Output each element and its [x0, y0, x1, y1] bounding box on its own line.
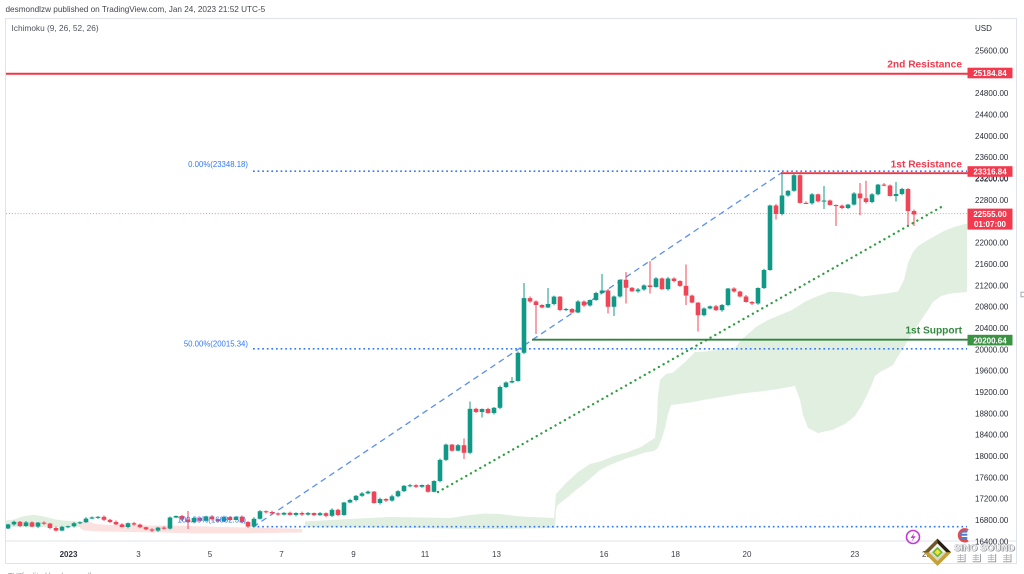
svg-text:USD: USD — [975, 24, 992, 33]
svg-text:SINO SOUND: SINO SOUND — [954, 543, 1015, 554]
svg-text:24000.00: 24000.00 — [975, 132, 1009, 141]
svg-text:20200.64: 20200.64 — [973, 336, 1007, 345]
svg-text:16800.00: 16800.00 — [975, 516, 1009, 525]
svg-text:13: 13 — [492, 550, 501, 559]
svg-text:5: 5 — [208, 550, 213, 559]
svg-text:17600.00: 17600.00 — [975, 473, 1009, 482]
svg-text:24800.00: 24800.00 — [975, 89, 1009, 98]
svg-text:23: 23 — [850, 550, 859, 559]
svg-text:24400.00: 24400.00 — [975, 111, 1009, 120]
svg-text:18800.00: 18800.00 — [975, 409, 1009, 418]
svg-text:01:07:00: 01:07:00 — [974, 220, 1007, 229]
svg-text:21600.00: 21600.00 — [975, 260, 1009, 269]
svg-text:18000.00: 18000.00 — [975, 452, 1009, 461]
svg-text:11: 11 — [421, 550, 430, 559]
svg-text:23200.00: 23200.00 — [975, 174, 1009, 183]
svg-text:20: 20 — [743, 550, 752, 559]
svg-text:23600.00: 23600.00 — [975, 153, 1009, 162]
svg-text:25600.00: 25600.00 — [975, 46, 1009, 55]
svg-text:0.00%(23348.18): 0.00%(23348.18) — [188, 160, 248, 169]
svg-text:20400.00: 20400.00 — [975, 324, 1009, 333]
svg-text:7: 7 — [279, 550, 284, 559]
svg-text:22800.00: 22800.00 — [975, 196, 1009, 205]
svg-text:3: 3 — [136, 550, 141, 559]
svg-text:20000.00: 20000.00 — [975, 345, 1009, 354]
svg-text:TV7f-edited by desmondlzw: TV7f-edited by desmondlzw — [8, 571, 101, 574]
svg-text:1st Support: 1st Support — [905, 325, 962, 336]
svg-text:desmondlzw published on Tradin: desmondlzw published on TradingView.com,… — [6, 5, 266, 14]
svg-text:22000.00: 22000.00 — [975, 239, 1009, 248]
svg-text:21200.00: 21200.00 — [975, 281, 1009, 290]
svg-text:2nd Resistance: 2nd Resistance — [887, 59, 962, 70]
svg-text:16400.00: 16400.00 — [975, 537, 1009, 546]
svg-text:19600.00: 19600.00 — [975, 367, 1009, 376]
svg-text:20800.00: 20800.00 — [975, 303, 1009, 312]
svg-text:18: 18 — [671, 550, 680, 559]
svg-text:16: 16 — [600, 550, 609, 559]
svg-text:17200.00: 17200.00 — [975, 495, 1009, 504]
svg-text:23316.84: 23316.84 — [973, 168, 1007, 177]
svg-text:25184.84: 25184.84 — [973, 69, 1007, 78]
svg-text:1st Resistance: 1st Resistance — [891, 159, 963, 170]
svg-text:50.00%(20015.34): 50.00%(20015.34) — [184, 339, 249, 348]
svg-text:Ichimoku (9, 26, 52, 26): Ichimoku (9, 26, 52, 26) — [12, 23, 99, 33]
svg-text:19200.00: 19200.00 — [975, 388, 1009, 397]
svg-text:18400.00: 18400.00 — [975, 431, 1009, 440]
svg-text:SINO SOUND: SINO SOUND — [955, 544, 1016, 555]
svg-text:23200.00: 23200.00 — [975, 175, 1009, 184]
svg-text:100.00%(16682.51): 100.00%(16682.51) — [178, 515, 247, 524]
svg-text:2023: 2023 — [60, 550, 78, 559]
svg-text:22555.00: 22555.00 — [973, 210, 1007, 219]
svg-text:9: 9 — [351, 550, 356, 559]
